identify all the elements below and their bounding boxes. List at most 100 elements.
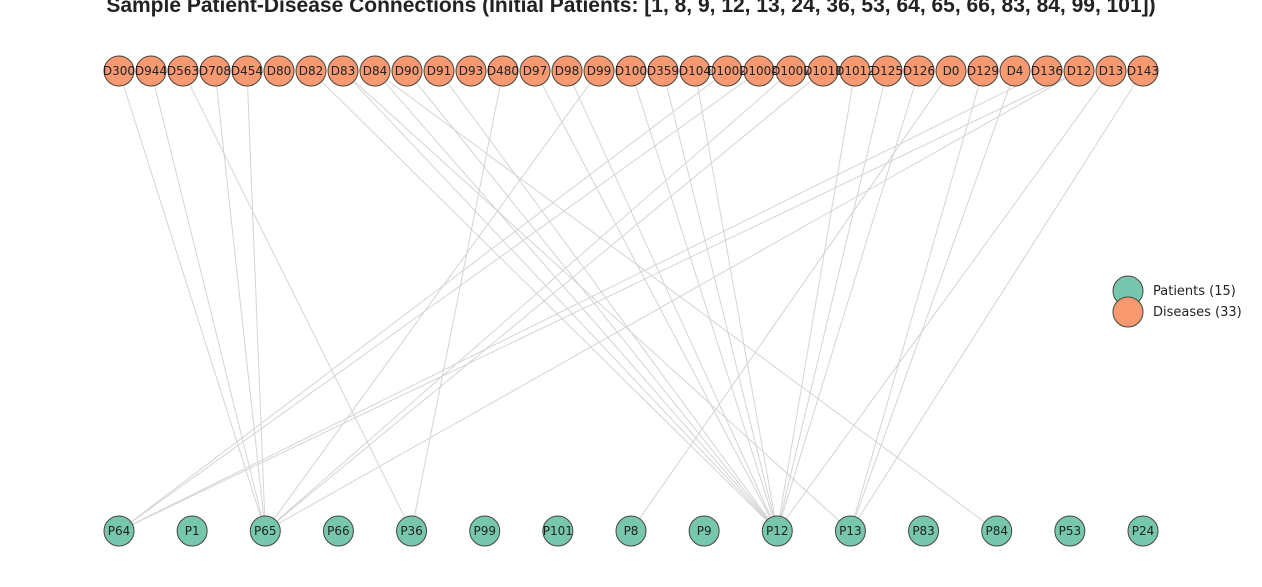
edge-line (374, 70, 998, 532)
disease-node-label: D104 (679, 64, 711, 78)
edge-line (849, 70, 1016, 532)
patient-node-circle (249, 515, 281, 547)
edge-line (265, 70, 1080, 532)
patient-node: P24 (1127, 515, 1159, 547)
disease-node-circle (455, 55, 487, 87)
patient-node-label: P36 (400, 524, 423, 538)
disease-node: D83 (327, 55, 359, 87)
disease-node: D708 (199, 55, 231, 87)
disease-node: D126 (903, 55, 935, 87)
disease-node-label: D454 (231, 64, 263, 78)
patient-node-label: P83 (912, 524, 935, 538)
edge-line (150, 70, 266, 532)
disease-node: D1012 (835, 55, 875, 87)
patient-node-circle (396, 515, 428, 547)
disease-node-label: D1002 (707, 64, 747, 78)
disease-node-label: D300 (103, 64, 135, 78)
disease-node-circle (103, 55, 135, 87)
disease-node-circle (1031, 55, 1063, 87)
edge-line (630, 70, 778, 532)
patient-node: P12 (761, 515, 793, 547)
disease-node: D91 (423, 55, 455, 87)
patient-node-label: P66 (327, 524, 350, 538)
disease-node: D129 (967, 55, 999, 87)
disease-node-label: D13 (1099, 64, 1124, 78)
disease-node: D82 (295, 55, 327, 87)
disease-node-circle (679, 55, 711, 87)
disease-node-circle (263, 55, 295, 87)
disease-node: D454 (231, 55, 263, 87)
disease-node-circle (775, 55, 807, 87)
patient-node: P53 (1054, 515, 1086, 547)
disease-node-label: D136 (1031, 64, 1063, 78)
chart-title: Sample Patient-Disease Connections (Init… (106, 0, 1156, 17)
disease-node: D98 (551, 55, 583, 87)
edge-line (118, 70, 266, 532)
disease-node-layer: D300 D944 D563 D708 D454 D80 D82 D83 D84 D90 D91 D9… (103, 55, 1159, 87)
edge-line (534, 70, 778, 532)
disease-node: D1007 (771, 55, 811, 87)
disease-node-circle (135, 55, 167, 87)
disease-node-label: D84 (363, 64, 388, 78)
patient-node-label: P101 (543, 524, 573, 538)
disease-node-label: D359 (647, 64, 679, 78)
patient-node-label: P99 (473, 524, 496, 538)
disease-node-circle (583, 55, 615, 87)
edge-line (776, 70, 1112, 532)
disease-node-label: D1011 (803, 64, 843, 78)
disease-node-circle (295, 55, 327, 87)
disease-node-label: D129 (967, 64, 999, 78)
disease-node-circle (391, 55, 423, 87)
disease-node-label: D480 (487, 64, 519, 78)
disease-node: D97 (519, 55, 551, 87)
edge-line (264, 70, 600, 532)
patient-node-circle (322, 515, 354, 547)
disease-node-label: D100 (615, 64, 647, 78)
disease-node-circle (647, 55, 679, 87)
disease-node-label: D83 (331, 64, 356, 78)
patient-node-label: P53 (1059, 524, 1082, 538)
edge-line (118, 70, 1048, 532)
patient-node-label: P13 (839, 524, 862, 538)
disease-node-label: D143 (1127, 64, 1159, 78)
disease-node-circle (903, 55, 935, 87)
disease-node-circle (167, 55, 199, 87)
edge-line (849, 70, 984, 532)
disease-node: D136 (1031, 55, 1063, 87)
edge-line (118, 70, 728, 532)
disease-node: D143 (1127, 55, 1159, 87)
disease-node: D99 (583, 55, 615, 87)
patient-node: P99 (469, 515, 501, 547)
edge-line (776, 70, 888, 532)
patient-node-circle (688, 515, 720, 547)
legend-label-patient: Patients (15) (1153, 284, 1236, 299)
patient-node-circle (103, 515, 135, 547)
disease-node-label: D944 (135, 64, 167, 78)
edge-line (662, 70, 778, 532)
patient-node: P101 (542, 515, 574, 547)
disease-node-label: D1007 (771, 64, 811, 78)
patient-node-label: P65 (254, 524, 277, 538)
edge-line (776, 70, 920, 532)
disease-node-label: D0 (943, 64, 960, 78)
edge-line (694, 70, 778, 532)
edge-line (411, 70, 504, 532)
edge-line (374, 70, 778, 532)
disease-node-circle (839, 55, 871, 87)
patient-node: P84 (981, 515, 1013, 547)
disease-node: D100 (615, 55, 647, 87)
disease-node: D1002 (707, 55, 747, 87)
patient-node-label: P1 (185, 524, 200, 538)
disease-node-label: D563 (167, 64, 199, 78)
edge-line (342, 70, 851, 532)
disease-node-label: D12 (1067, 64, 1092, 78)
disease-node-label: D126 (903, 64, 935, 78)
patient-node-circle (908, 515, 940, 547)
disease-node-circle (359, 55, 391, 87)
disease-node: D300 (103, 55, 135, 87)
disease-node-circle (1127, 55, 1159, 87)
patient-node-label: P8 (624, 524, 639, 538)
edge-line (406, 70, 778, 532)
patient-node-layer: P64 P1 P65 P66 P36 P99 P101 P8 P9 P12 P13 P83 P84 P53… (103, 515, 1159, 547)
